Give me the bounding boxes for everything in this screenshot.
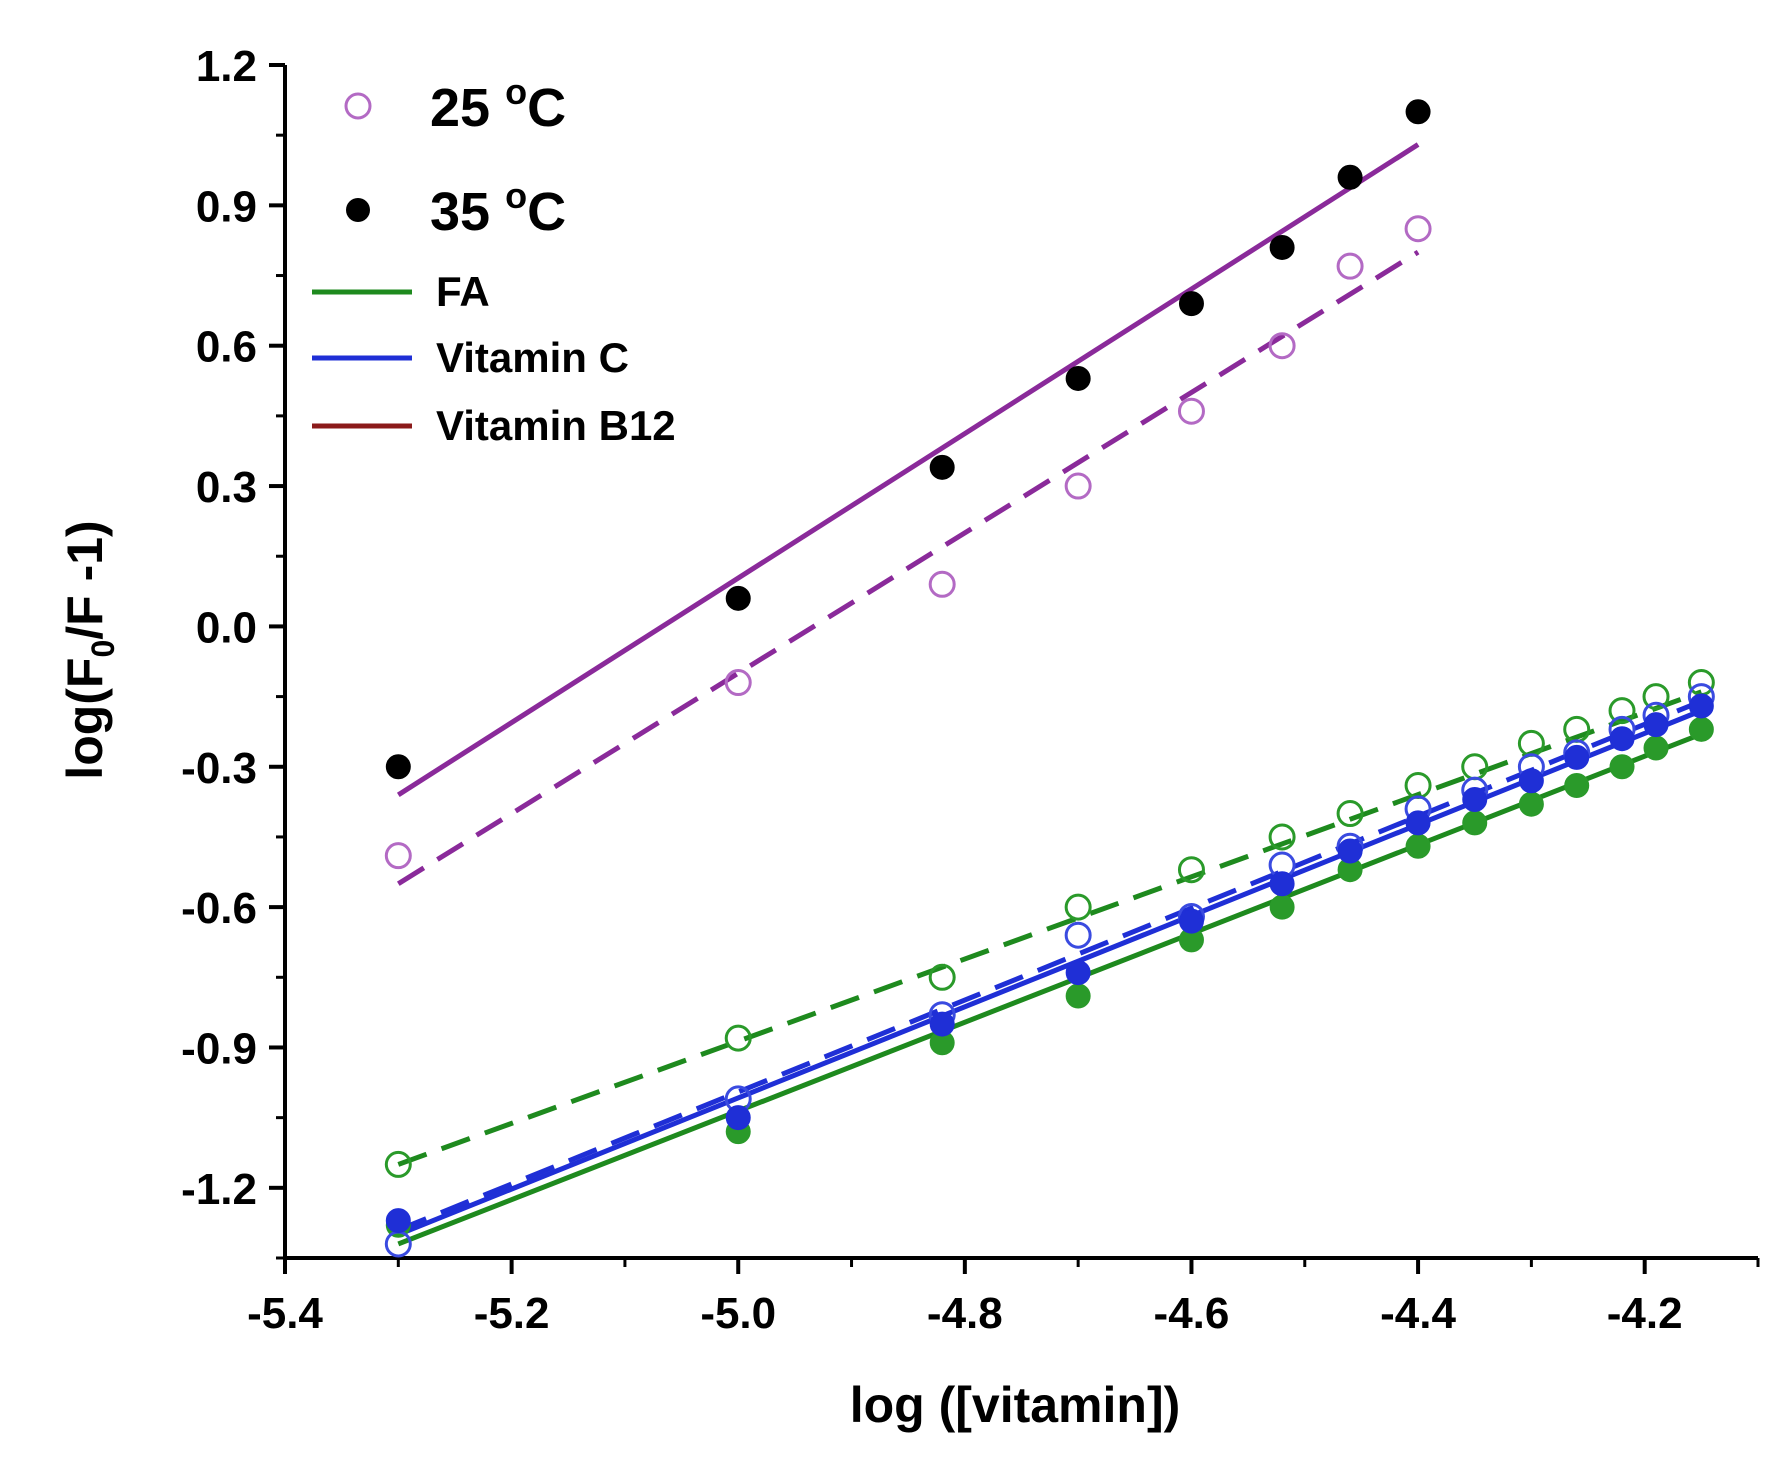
data-point (1687, 669, 1715, 697)
y-tick-label: -0.3 (181, 744, 257, 793)
data-point (724, 669, 752, 697)
data-point (1688, 693, 1714, 719)
data-point (384, 842, 412, 870)
data-point (1065, 983, 1091, 1009)
legend-label-superscript: o (505, 71, 527, 112)
fit-line (397, 708, 1703, 1237)
data-point (929, 1011, 955, 1037)
axes: -5.4 -5.2 -5.0 -4.8 -4.6 -4.4 -4.2 1.2 0.9 0.6 0.3… (181, 42, 1760, 1338)
y-axis-title: log(F0/F -1) (57, 520, 121, 779)
data-point (1461, 753, 1489, 781)
data-point (384, 1150, 412, 1178)
y-tick-label: 0.3 (196, 463, 257, 512)
y-tick-label: -1.2 (181, 1165, 257, 1214)
data-point (1643, 712, 1669, 738)
data-point (385, 1208, 411, 1234)
data-point (1405, 99, 1431, 125)
data-point (1065, 960, 1091, 986)
x-tick-label: -5.4 (247, 1289, 323, 1338)
x-tick-label: -5.0 (700, 1289, 776, 1338)
fit-line (397, 731, 1703, 1247)
legend-label-unit: C (527, 78, 566, 138)
data-point (1269, 871, 1295, 897)
y-axis-title-subscript: 0 (85, 640, 121, 658)
data-point (1064, 893, 1092, 921)
data-point (1518, 791, 1544, 817)
data-point (1405, 833, 1431, 859)
fit-lines (396, 142, 1703, 1247)
data-point (1178, 908, 1204, 934)
fit-line (396, 142, 1420, 797)
legend-label-superscript: o (505, 175, 527, 216)
legend-label-value: 25 (430, 78, 505, 138)
data-point (1064, 472, 1092, 500)
x-tick-label: -4.8 (927, 1289, 1003, 1338)
legend-label-unit: C (527, 182, 566, 242)
legend-label-value: 35 (430, 182, 505, 242)
data-point (725, 1105, 751, 1131)
data-point (1336, 800, 1364, 828)
data-point (1564, 744, 1590, 770)
x-tick-label: -4.2 (1607, 1289, 1683, 1338)
legend-marker (346, 198, 370, 222)
data-point (724, 1024, 752, 1052)
legend-line-label: FA (436, 268, 490, 315)
y-tick-label: 1.2 (196, 42, 257, 91)
x-tick-label: -4.6 (1154, 1289, 1230, 1338)
data-point (1609, 754, 1635, 780)
data-point (1065, 365, 1091, 391)
y-tick-label: -0.6 (181, 884, 257, 933)
y-tick-label: 0.9 (196, 182, 257, 231)
data-point (928, 963, 956, 991)
data-point (1608, 697, 1636, 725)
data-point (1064, 921, 1092, 949)
x-axis-title: log ([vitamin]) (850, 1377, 1181, 1433)
data-point (1337, 838, 1363, 864)
data-point (1405, 810, 1431, 836)
data-point (1268, 823, 1296, 851)
data-point (928, 570, 956, 598)
legend-label: 35 oC (430, 175, 566, 242)
y-tick-label: 0.6 (196, 323, 257, 372)
data-point (1177, 397, 1205, 425)
legend-line-label: Vitamin C (436, 334, 629, 381)
data-point (725, 585, 751, 611)
data-point (1642, 683, 1670, 711)
x-tick-label: -4.4 (1380, 1289, 1456, 1338)
legend-line-label: Vitamin B12 (436, 402, 676, 449)
data-point (1178, 291, 1204, 317)
x-tick-label: -5.2 (474, 1289, 550, 1338)
y-tick-label: 0.0 (196, 603, 257, 652)
data-point (1609, 726, 1635, 752)
data-point (1564, 772, 1590, 798)
y-axis-title-suffix: /F -1) (57, 520, 113, 639)
data-point (1518, 768, 1544, 794)
data-point (1643, 735, 1669, 761)
data-point (929, 454, 955, 480)
legend-label: 25 oC (430, 71, 566, 138)
data-point (1462, 810, 1488, 836)
data-point (1404, 215, 1432, 243)
data-point (1177, 856, 1205, 884)
data-point (1269, 234, 1295, 260)
y-axis-title-prefix: log(F (57, 658, 113, 780)
y-tick-label: -0.9 (181, 1024, 257, 1073)
fit-line (396, 250, 1420, 886)
data-point (1269, 894, 1295, 920)
data-point (1688, 716, 1714, 742)
legend-marker (344, 92, 372, 120)
fit-line (397, 698, 1703, 1233)
data-point (385, 754, 411, 780)
data-point (1336, 252, 1364, 280)
fit-line (397, 689, 1703, 1167)
data-point (1462, 787, 1488, 813)
data-markers (384, 99, 1715, 1258)
data-point (1337, 164, 1363, 190)
data-point (1268, 332, 1296, 360)
